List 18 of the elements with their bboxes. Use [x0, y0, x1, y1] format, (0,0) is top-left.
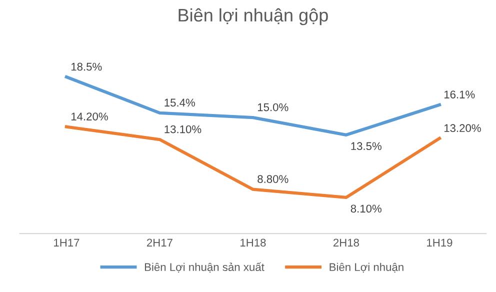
legend-label: Biên Lợi nhuận	[330, 262, 404, 273]
data-label: 18.5%	[71, 62, 102, 71]
x-tick-label: 1H17	[54, 238, 80, 247]
x-tick-label: 2H17	[146, 238, 172, 247]
data-label: 15.4%	[164, 98, 195, 107]
legend-label: Biên Lợi nhuận sản xuất	[144, 262, 264, 273]
data-label: 16.1%	[444, 90, 475, 98]
data-label: 13.10%	[164, 125, 202, 134]
data-label: 13.20%	[444, 124, 481, 132]
x-tick-label: 2H18	[333, 238, 360, 247]
data-label: 8.80%	[258, 175, 288, 183]
x-tick-label: 1H18	[240, 238, 266, 247]
data-label: 8.10%	[350, 204, 382, 213]
data-label: 15.0%	[258, 103, 288, 112]
x-tick-label: 1H19	[427, 238, 452, 247]
chart-title: Biên lợi nhuận gộp	[178, 8, 328, 26]
data-label: 14.20%	[71, 112, 108, 120]
data-label: 13.5%	[351, 142, 382, 150]
